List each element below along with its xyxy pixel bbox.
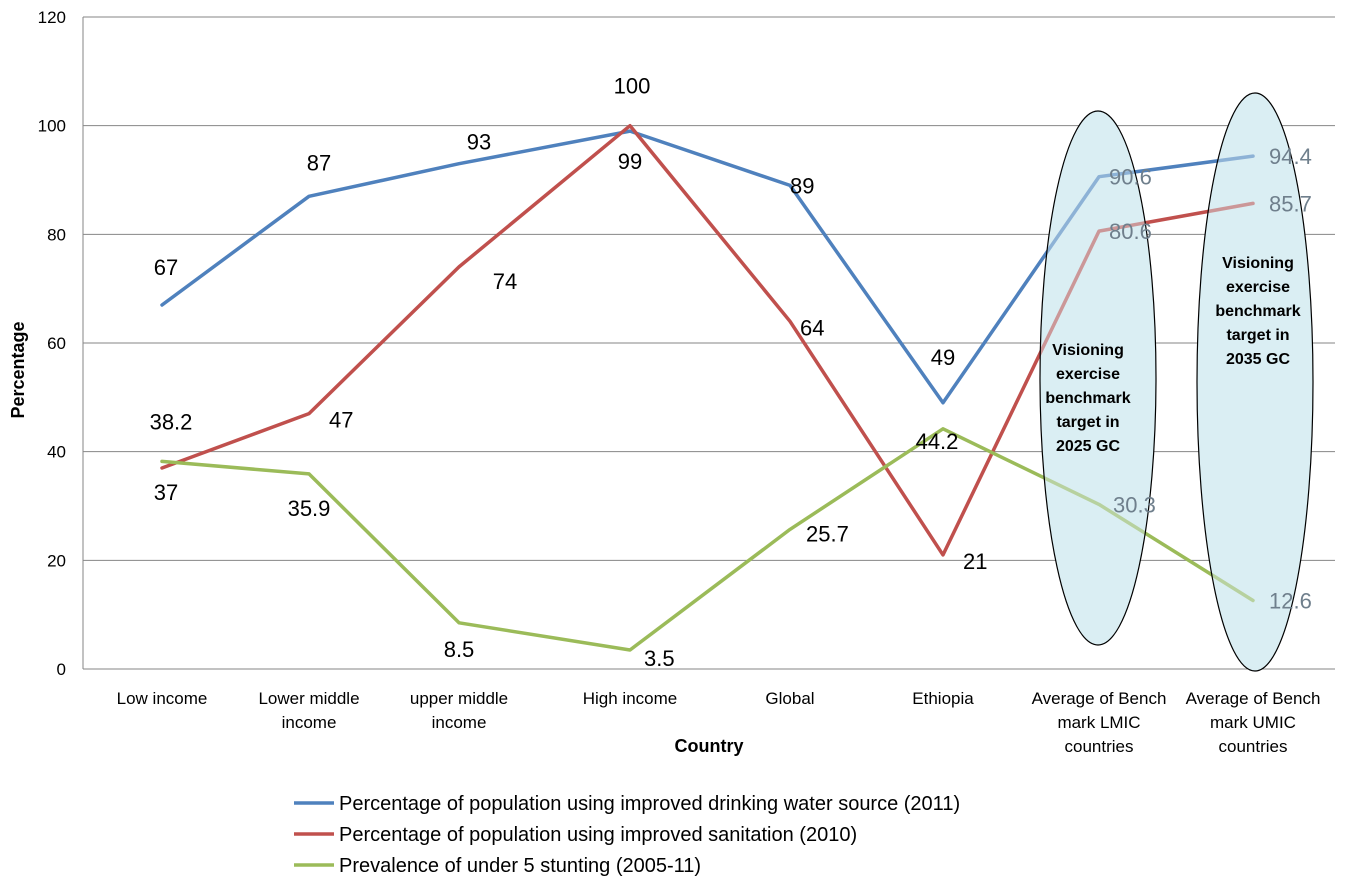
data-label: 12.6 [1269,589,1312,614]
x-tick-label: Ethiopia [912,689,974,708]
y-axis-title: Percentage [8,321,28,418]
annotation-texts: Visioning exercise benchmark target in 2025 … [1045,255,1300,455]
y-tick-label: 40 [47,443,66,462]
series-line-1 [160,129,1255,405]
highlight-ellipse [1196,92,1314,672]
x-axis-title: Country [675,736,744,756]
data-label: 21 [963,549,987,574]
data-labels: 67 87 93 99 89 49 90.6 94.4 37 47 74 100 64 21 80.6 85.… [150,74,1312,671]
data-label: 49 [931,345,955,370]
data-label: 47 [329,408,353,433]
y-tick-label: 20 [47,551,66,570]
y-tick-label: 0 [57,660,66,679]
y-tick-label: 120 [38,8,66,27]
data-label: 74 [493,269,517,294]
highlight-ellipse [1039,110,1157,646]
data-label: 25.7 [806,521,849,546]
y-tick-label: 100 [38,117,66,136]
y-tick-label: 80 [47,225,66,244]
data-label: 99 [618,149,642,174]
highlight-ellipse-fill [1197,93,1313,671]
x-tick-label: Average of Bench mark LMIC countries [1032,689,1167,756]
legend-label: Percentage of population using improved … [339,793,960,815]
data-label: 38.2 [150,409,193,434]
series-lines [160,123,1255,652]
x-tick-label: Low income [117,689,208,708]
axes [82,17,1335,670]
data-label: 93 [467,130,491,155]
data-label: 44.2 [916,429,959,454]
data-label: 90.6 [1109,165,1152,190]
data-label: 8.5 [444,637,475,662]
highlight-overlays [1039,92,1314,672]
annotation-text: Visioning exercise benchmark target in 2025 … [1045,342,1130,455]
legend-label: Prevalence of under 5 stunting (2005-11) [339,855,701,877]
data-label: 67 [154,255,178,280]
data-label: 89 [790,173,814,198]
data-label: 30.3 [1113,492,1156,517]
data-label: 85.7 [1269,191,1312,216]
data-label: 80.6 [1109,219,1152,244]
benchmark-highlights [1040,93,1313,671]
data-label: 3.5 [644,646,675,671]
data-label: 64 [800,315,824,340]
x-tick-label: Average of Bench mark UMIC countries [1186,689,1321,756]
data-label: 87 [307,150,331,175]
series-line-3 [160,427,1255,652]
legend-label: Percentage of population using improved … [339,824,857,846]
series-line-2 [160,123,1255,557]
x-tick-label: upper middle income [410,689,508,732]
data-label: 37 [154,480,178,505]
y-tick-labels: 0 20 40 60 80 100 120 [38,8,66,679]
data-label: 35.9 [288,496,331,521]
x-tick-label: Global [765,689,814,708]
x-tick-label: High income [583,689,678,708]
x-tick-labels: Low income Lower middle income upper middle… [117,689,1321,756]
x-tick-label: Lower middle income [258,689,359,732]
data-label: 100 [614,74,651,99]
annotation-text: Visioning exercise benchmark target in 2035 … [1215,255,1300,368]
y-tick-label: 60 [47,334,66,353]
data-label: 94.4 [1269,144,1312,169]
highlight-ellipse-fill [1040,111,1156,645]
legend: Percentage of population using improved … [294,793,960,877]
